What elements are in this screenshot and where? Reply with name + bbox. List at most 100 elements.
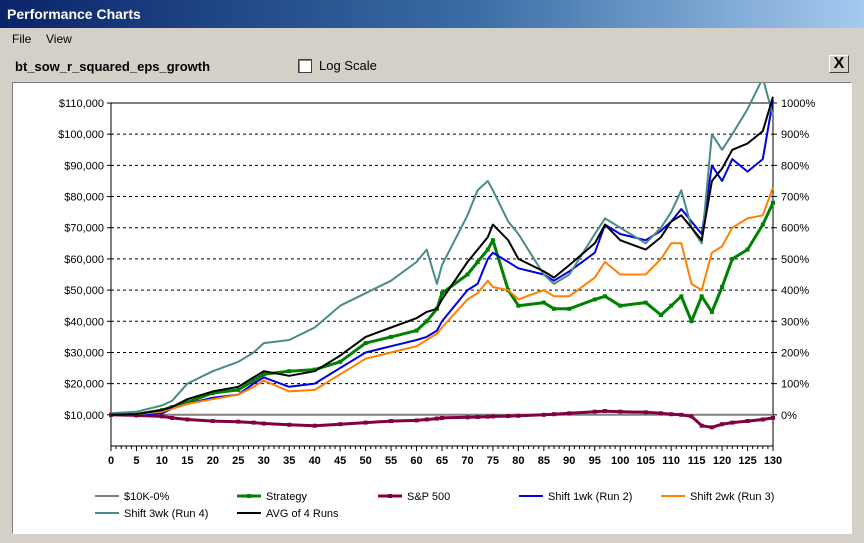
series-point <box>490 238 495 243</box>
legend-label: AVG of 4 Runs <box>266 508 339 520</box>
x-tick-label: 65 <box>436 455 448 467</box>
y2-tick-label: 700% <box>781 192 809 204</box>
x-tick-label: 30 <box>258 455 270 467</box>
plot-area-border <box>110 102 774 447</box>
x-tick-label: 105 <box>637 455 655 467</box>
series-point <box>424 417 429 422</box>
series-point <box>709 309 714 314</box>
series-point <box>475 415 480 420</box>
x-tick-label: 50 <box>359 455 371 467</box>
series-point <box>389 419 394 424</box>
series-point <box>363 420 368 425</box>
series-point <box>338 422 343 427</box>
x-tick-label: 5 <box>133 455 139 467</box>
series-point <box>771 415 775 420</box>
series-point <box>287 422 292 427</box>
y2-tick-label: 200% <box>781 347 809 359</box>
x-tick-label: 20 <box>207 455 219 467</box>
series-line-1 <box>110 202 775 417</box>
y-tick-label: $110,000 <box>59 98 104 110</box>
series-point <box>251 420 256 425</box>
series-point <box>669 303 674 308</box>
x-tick-label: 90 <box>563 455 575 467</box>
x-tick-label: 0 <box>108 455 114 467</box>
series-point <box>592 297 597 302</box>
series-point <box>602 294 607 299</box>
series-point <box>338 359 343 364</box>
series-point <box>709 425 714 430</box>
y2-tick-label: 400% <box>781 285 809 297</box>
series-point <box>312 423 317 428</box>
series-point <box>643 300 648 305</box>
series-point <box>312 367 317 372</box>
chart-name-label: bt_sow_r_squared_eps_growth <box>15 59 211 74</box>
y-tick-label: $80,000 <box>64 192 104 204</box>
series-point <box>679 412 684 417</box>
menu-view[interactable]: View <box>46 32 72 46</box>
series-point <box>485 247 490 252</box>
series-point <box>541 300 546 305</box>
series-point <box>389 334 394 339</box>
legend-label: Shift 2wk (Run 3) <box>690 491 774 503</box>
series-point <box>730 256 735 261</box>
performance-chart: $10,000 $20,000 $30,000 $40,000 $50,000 $60,0… <box>58 77 815 520</box>
series-point <box>440 415 444 420</box>
series-point <box>567 411 572 416</box>
series-point <box>414 328 419 333</box>
series-point <box>236 419 241 424</box>
series-point <box>159 414 164 419</box>
series-point <box>771 200 775 205</box>
y-tick-label: $20,000 <box>64 379 104 391</box>
series-point <box>745 419 750 424</box>
x-tick-label: 15 <box>181 455 193 467</box>
x-tick-label: 45 <box>334 455 346 467</box>
series-point <box>602 409 607 414</box>
series-point <box>516 413 521 418</box>
series-point <box>643 410 648 415</box>
y2-tick-label: 800% <box>781 160 809 172</box>
series-point <box>261 372 266 377</box>
log-scale-checkbox[interactable] <box>298 59 312 73</box>
close-button[interactable]: X <box>829 55 849 73</box>
series-point <box>618 409 623 414</box>
menu-bar: File View <box>0 28 864 50</box>
y-tick-label: $10,000 <box>64 410 104 422</box>
menu-file[interactable]: File <box>12 32 32 46</box>
series-point <box>210 419 215 424</box>
legend-label: Strategy <box>266 491 307 503</box>
series-point <box>363 341 368 346</box>
series-point <box>699 423 704 428</box>
x-tick-label: 35 <box>283 455 295 467</box>
series-lines <box>109 77 775 430</box>
series-point <box>658 313 663 318</box>
x-tick-label: 110 <box>662 455 680 467</box>
series-point <box>490 414 495 419</box>
x-tick-label: 25 <box>232 455 244 467</box>
x-tick-label: 10 <box>156 455 168 467</box>
x-tick-label: 120 <box>713 455 731 467</box>
series-point <box>414 418 419 423</box>
series-point <box>745 247 750 252</box>
x-tick-label: 100 <box>611 455 629 467</box>
x-tick-label: 115 <box>688 455 706 467</box>
series-point <box>170 415 175 420</box>
series-point <box>440 291 444 296</box>
series-line-3 <box>111 99 774 416</box>
y2-tick-label: 900% <box>781 129 809 141</box>
x-tick-label: 40 <box>309 455 321 467</box>
chart-panel: $10,000 $20,000 $30,000 $40,000 $50,000 $60,0… <box>12 77 852 534</box>
log-scale-label[interactable]: Log Scale <box>319 58 377 73</box>
series-point <box>516 303 521 308</box>
series-point <box>567 306 572 311</box>
x-axis-ticks: 0 5 10 15 20 25 30 35 40 45 50 55 60 65 70 75 80 85 90 95 10… <box>108 446 782 467</box>
title-bar[interactable]: Performance Charts <box>0 0 864 28</box>
series-point <box>720 284 725 289</box>
legend-label: S&P 500 <box>407 491 450 503</box>
x-tick-label: 85 <box>538 455 550 467</box>
series-point <box>699 294 704 299</box>
series-point <box>485 414 490 419</box>
series-point <box>689 319 694 324</box>
y2-tick-label: 100% <box>781 379 809 391</box>
series-point <box>618 303 623 308</box>
series-point <box>760 417 765 422</box>
